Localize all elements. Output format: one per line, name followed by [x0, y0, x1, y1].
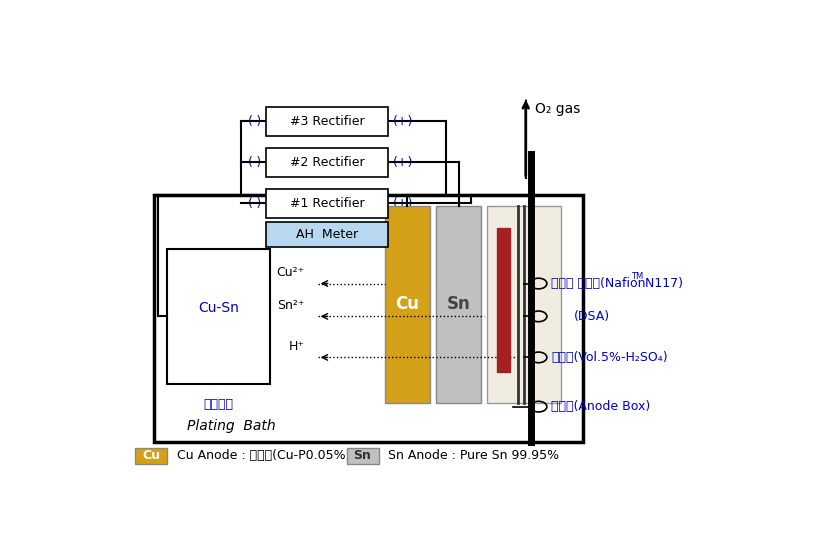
- Text: (+): (+): [392, 115, 413, 128]
- Text: Cu Anode : 함인동(Cu-P0.05%): Cu Anode : 함인동(Cu-P0.05%): [177, 449, 350, 463]
- Text: #3 Rectifier: #3 Rectifier: [290, 115, 364, 128]
- Text: #1 Rectifier: #1 Rectifier: [290, 197, 364, 210]
- FancyBboxPatch shape: [135, 448, 167, 464]
- Text: Cu: Cu: [396, 295, 420, 313]
- Text: Cu²⁺: Cu²⁺: [277, 266, 305, 279]
- FancyBboxPatch shape: [267, 107, 388, 136]
- Text: (+): (+): [392, 156, 413, 169]
- Text: Sn: Sn: [447, 295, 471, 313]
- FancyBboxPatch shape: [487, 206, 561, 402]
- Text: (+): (+): [392, 197, 413, 210]
- Text: 양이온 교환막(Nafion: 양이온 교환막(Nafion: [552, 277, 646, 290]
- Text: 양극실(Anode Box): 양극실(Anode Box): [552, 400, 651, 413]
- Text: 도금시편: 도금시편: [203, 399, 234, 411]
- Text: Cu-Sn: Cu-Sn: [198, 301, 239, 315]
- Text: (DSA): (DSA): [574, 310, 610, 323]
- Text: Cu: Cu: [142, 449, 160, 463]
- FancyBboxPatch shape: [385, 206, 430, 402]
- FancyBboxPatch shape: [497, 228, 510, 372]
- Text: (-): (-): [248, 197, 262, 210]
- Text: H⁺: H⁺: [289, 340, 305, 353]
- Text: (-): (-): [248, 156, 262, 169]
- FancyBboxPatch shape: [267, 148, 388, 177]
- Text: AH  Meter: AH Meter: [297, 228, 358, 241]
- FancyBboxPatch shape: [436, 206, 481, 402]
- FancyBboxPatch shape: [167, 248, 269, 384]
- FancyBboxPatch shape: [267, 189, 388, 218]
- Text: Plating  Bath: Plating Bath: [187, 419, 276, 433]
- Text: Sn: Sn: [354, 449, 372, 463]
- Text: (-): (-): [248, 115, 262, 128]
- Text: N117): N117): [641, 277, 683, 290]
- FancyBboxPatch shape: [347, 448, 378, 464]
- FancyBboxPatch shape: [267, 222, 388, 247]
- Text: 전해질(Vol.5%-H₂SO₄): 전해질(Vol.5%-H₂SO₄): [552, 351, 668, 364]
- Text: Sn Anode : Pure Sn 99.95%: Sn Anode : Pure Sn 99.95%: [388, 449, 559, 463]
- Text: O₂ gas: O₂ gas: [535, 102, 581, 116]
- Text: TM: TM: [631, 272, 643, 281]
- Text: Sn²⁺: Sn²⁺: [278, 299, 305, 312]
- Text: #2 Rectifier: #2 Rectifier: [290, 156, 364, 169]
